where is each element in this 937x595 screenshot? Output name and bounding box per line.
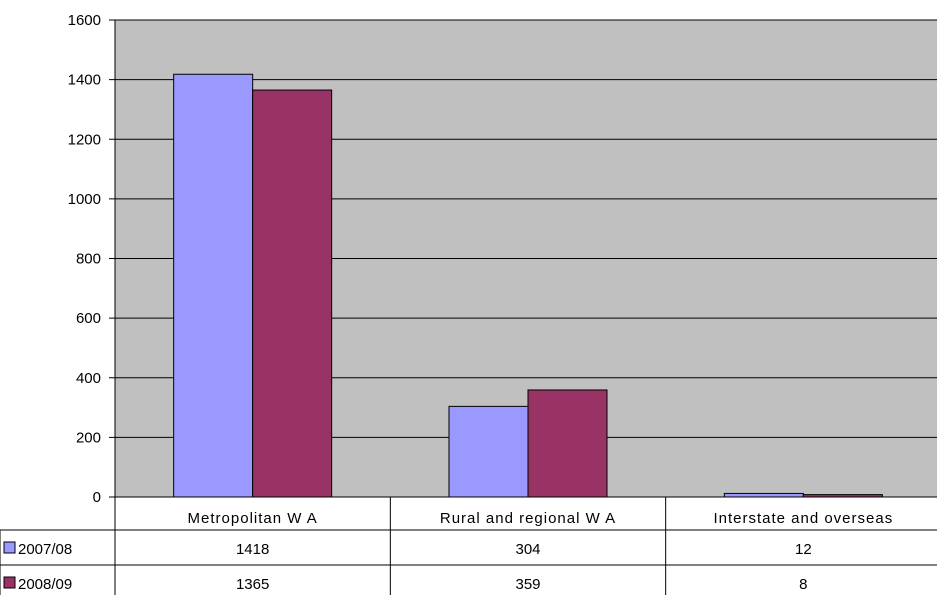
bar-2007-08-2	[448, 405, 529, 498]
y-tick-label: 1600	[68, 12, 101, 29]
data-value: 1418	[236, 541, 269, 558]
y-tick-label: 1200	[68, 131, 101, 148]
y-tick-label: 600	[76, 310, 101, 327]
bar-2007-08-3	[723, 492, 804, 498]
bar-2007-08-1	[173, 73, 254, 498]
data-value: 304	[515, 541, 540, 558]
series-label: 2007/08	[18, 541, 72, 558]
y-tick-label: 800	[76, 251, 101, 268]
series-label: 2008/09	[18, 576, 72, 593]
y-tick-label: 400	[76, 370, 101, 387]
category-label: Rural and regional W A	[440, 510, 616, 527]
legend-key-2008-09	[3, 576, 16, 589]
bar-2008-09-2	[527, 389, 608, 498]
y-tick-label: 1000	[68, 191, 101, 208]
category-label: Interstate and overseas	[713, 510, 893, 527]
data-value: 359	[515, 576, 540, 593]
bar-2008-09-1	[252, 89, 333, 498]
legend-key-2007-08	[3, 541, 16, 554]
data-value: 1365	[236, 576, 269, 593]
y-tick-label: 200	[76, 429, 101, 446]
category-label: Metropolitan W A	[188, 510, 318, 527]
data-value: 12	[795, 541, 812, 558]
y-tick-label: 0	[93, 489, 101, 506]
y-tick-label: 1400	[68, 72, 101, 89]
data-value: 8	[799, 576, 807, 593]
